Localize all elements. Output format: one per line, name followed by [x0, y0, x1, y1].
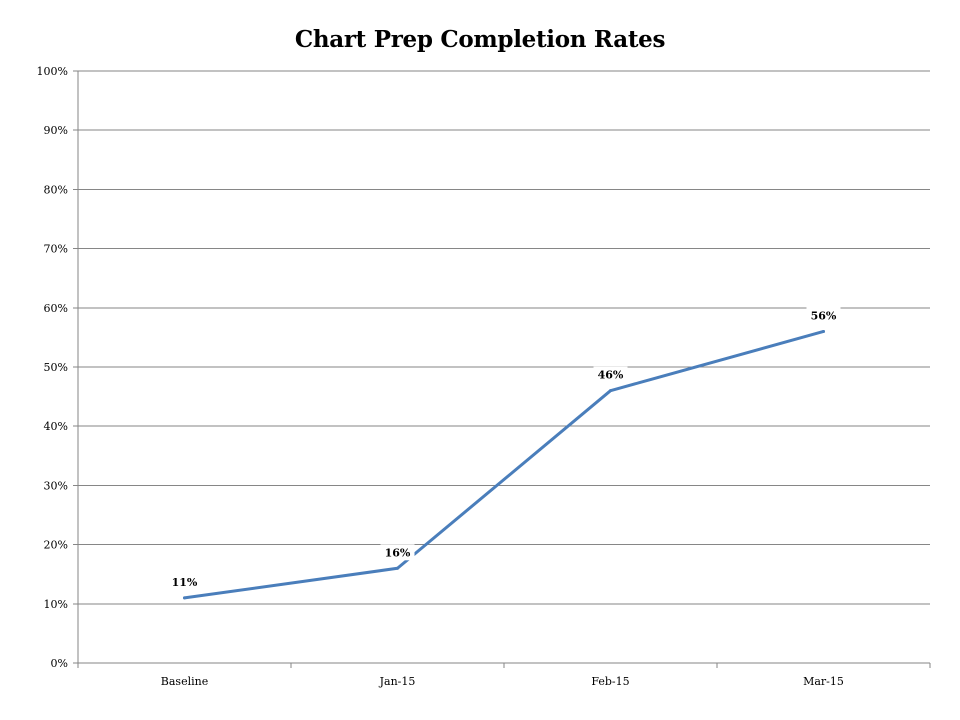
data-point — [609, 389, 612, 393]
y-tick-label: 100% — [37, 65, 68, 78]
chart-title: Chart Prep Completion Rates — [294, 26, 666, 53]
data-point — [183, 596, 186, 600]
gridlines — [78, 70, 930, 605]
data-point — [822, 329, 825, 333]
data-labels: 11% 16% 46% 56% — [167, 307, 841, 590]
x-tick-label: Baseline — [161, 675, 208, 688]
y-tick-label: 30% — [44, 479, 68, 492]
data-label-background — [806, 307, 841, 324]
data-label: 16% — [385, 546, 411, 559]
x-tick-label: Mar-15 — [803, 675, 844, 688]
y-tick-label: 10% — [44, 598, 68, 611]
y-tick-label: 0% — [51, 657, 68, 670]
data-label-background — [593, 366, 628, 383]
y-axis-tick-labels: 0% 10% 20% 30% 40% 50% 60% 70% 80% 90% 100% — [37, 65, 68, 670]
x-tick-label: Feb-15 — [591, 675, 629, 688]
data-label-background — [167, 573, 202, 590]
data-label: 46% — [598, 369, 624, 382]
y-tick-label: 80% — [44, 183, 68, 196]
y-tick-label: 70% — [44, 243, 68, 256]
x-tick-label: Jan-15 — [379, 675, 416, 688]
y-tick-label: 20% — [44, 539, 68, 552]
data-label: 56% — [811, 309, 837, 322]
x-axis-tick-labels: Baseline Jan-15 Feb-15 Mar-15 — [161, 675, 844, 688]
axes — [73, 70, 931, 668]
y-tick-label: 50% — [44, 361, 68, 374]
y-tick-label: 40% — [44, 420, 68, 433]
y-tick-label: 90% — [44, 124, 68, 137]
data-label-background — [380, 544, 415, 561]
data-label: 11% — [172, 576, 198, 589]
series-lines — [183, 329, 825, 600]
series-line — [183, 329, 825, 600]
data-point — [396, 566, 399, 570]
y-tick-label: 60% — [44, 302, 68, 315]
